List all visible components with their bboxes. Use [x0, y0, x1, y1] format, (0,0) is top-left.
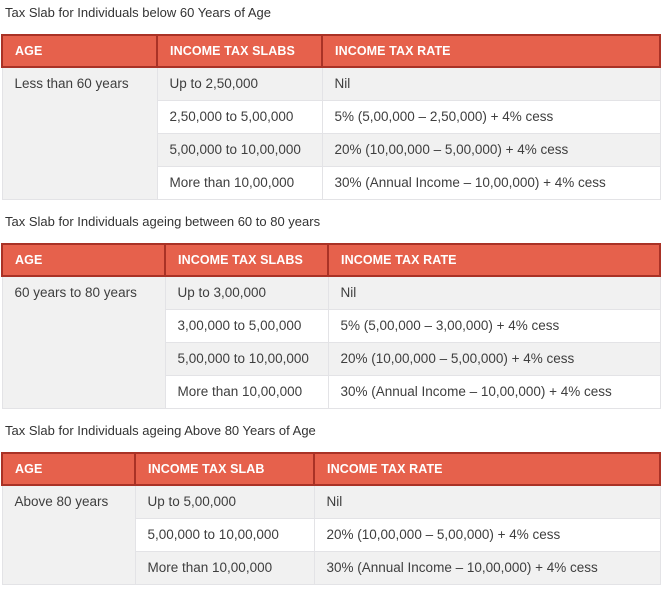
slab-cell: Up to 3,00,000 [164, 275, 329, 310]
rate-cell: Nil [321, 66, 661, 101]
rate-cell: 5% (5,00,000 – 3,00,000) + 4% cess [327, 309, 661, 343]
rate-cell: 20% (10,00,000 – 5,00,000) + 4% cess [327, 342, 661, 376]
slab-cell: 5,00,000 to 10,00,000 [156, 133, 323, 167]
table-row: 5,00,000 to 10,00,000 20% (10,00,000 – 5… [2, 133, 661, 167]
table-row: More than 10,00,000 30% (Annual Income –… [2, 375, 661, 409]
table-header-row: AGE INCOME TAX SLAB INCOME TAX RATE [1, 452, 661, 486]
column-header-age: AGE [1, 452, 136, 486]
rate-cell: Nil [313, 484, 661, 519]
slab-cell: 2,50,000 to 5,00,000 [156, 100, 323, 134]
section-title-below-60: Tax Slab for Individuals below 60 Years … [5, 5, 271, 20]
slab-cell: Up to 2,50,000 [156, 66, 323, 101]
slab-cell: More than 10,00,000 [164, 375, 329, 409]
table-row: More than 10,00,000 30% (Annual Income –… [2, 551, 661, 585]
table-row: More than 10,00,000 30% (Annual Income –… [2, 166, 661, 200]
rate-cell: 30% (Annual Income – 10,00,000) + 4% ces… [321, 166, 661, 200]
rate-cell: 30% (Annual Income – 10,00,000) + 4% ces… [327, 375, 661, 409]
slab-cell: 5,00,000 to 10,00,000 [164, 342, 329, 376]
slab-cell: 5,00,000 to 10,00,000 [134, 518, 315, 552]
table-row: 60 years to 80 years Up to 3,00,000 Nil [1, 275, 661, 409]
section-60-to-80: Tax Slab for Individuals ageing between … [1, 214, 661, 409]
section-below-60: Tax Slab for Individuals below 60 Years … [1, 5, 661, 200]
age-cell: Less than 60 years [1, 66, 158, 200]
slab-cell: More than 10,00,000 [156, 166, 323, 200]
table-row: 3,00,000 to 5,00,000 5% (5,00,000 – 3,00… [2, 309, 661, 343]
table-row: Above 80 years Up to 5,00,000 Nil [1, 484, 661, 585]
slab-cell: Up to 5,00,000 [134, 484, 315, 519]
table-header-row: AGE INCOME TAX SLABS INCOME TAX RATE [1, 34, 661, 68]
rate-cell: 20% (10,00,000 – 5,00,000) + 4% cess [321, 133, 661, 167]
column-header-rate: INCOME TAX RATE [327, 243, 661, 277]
tax-table-above-80: AGE INCOME TAX SLAB INCOME TAX RATE Abov… [1, 452, 661, 585]
column-header-slabs: INCOME TAX SLABS [164, 243, 329, 277]
tax-slab-page: { "colors": { "header_bg": "#E6614C", "h… [1, 5, 661, 585]
age-cell: 60 years to 80 years [1, 275, 166, 409]
section-title-above-80: Tax Slab for Individuals ageing Above 80… [5, 423, 316, 438]
rate-cell: 5% (5,00,000 – 2,50,000) + 4% cess [321, 100, 661, 134]
rate-cell: 20% (10,00,000 – 5,00,000) + 4% cess [313, 518, 661, 552]
column-header-rate: INCOME TAX RATE [321, 34, 661, 68]
table-row: 2,50,000 to 5,00,000 5% (5,00,000 – 2,50… [2, 100, 661, 134]
column-header-rate: INCOME TAX RATE [313, 452, 661, 486]
rate-cell: 30% (Annual Income – 10,00,000) + 4% ces… [313, 551, 661, 585]
tax-table-60-to-80: AGE INCOME TAX SLABS INCOME TAX RATE 60 … [1, 243, 661, 409]
table-row: 5,00,000 to 10,00,000 20% (10,00,000 – 5… [2, 518, 661, 552]
section-title-60-to-80: Tax Slab for Individuals ageing between … [5, 214, 321, 229]
table-row: 5,00,000 to 10,00,000 20% (10,00,000 – 5… [2, 342, 661, 376]
table-row: Less than 60 years Up to 2,50,000 Nil [1, 66, 661, 200]
column-header-age: AGE [1, 243, 166, 277]
column-header-age: AGE [1, 34, 158, 68]
section-above-80: Tax Slab for Individuals ageing Above 80… [1, 423, 661, 585]
slab-cell: 3,00,000 to 5,00,000 [164, 309, 329, 343]
table-header-row: AGE INCOME TAX SLABS INCOME TAX RATE [1, 243, 661, 277]
slab-cell: More than 10,00,000 [134, 551, 315, 585]
column-header-slab: INCOME TAX SLAB [134, 452, 315, 486]
column-header-slabs: INCOME TAX SLABS [156, 34, 323, 68]
rate-cell: Nil [327, 275, 661, 310]
age-cell: Above 80 years [1, 484, 136, 585]
tax-table-below-60: AGE INCOME TAX SLABS INCOME TAX RATE Les… [1, 34, 661, 200]
